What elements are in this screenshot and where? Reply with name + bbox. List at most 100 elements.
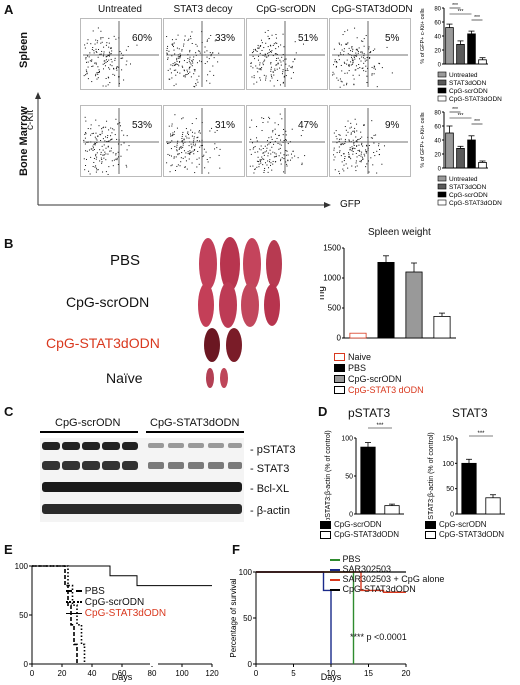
event-dot — [282, 60, 284, 62]
legend-label: CpG-STAT3dODN — [449, 200, 502, 207]
event-dot — [343, 50, 345, 52]
event-dot — [96, 139, 98, 141]
event-dot — [288, 65, 290, 67]
event-dot — [112, 152, 114, 154]
event-dot — [96, 152, 98, 154]
event-dot — [102, 138, 104, 140]
event-dot — [344, 140, 346, 142]
event-dot — [172, 65, 174, 67]
event-dot — [282, 54, 284, 56]
event-dot — [274, 53, 276, 55]
event-dot — [186, 137, 188, 139]
group-label-naive: Naïve — [106, 370, 143, 386]
event-dot — [96, 78, 98, 80]
event-dot — [172, 134, 174, 136]
event-dot — [278, 155, 280, 157]
event-dot — [112, 128, 114, 130]
event-dot — [357, 139, 359, 141]
event-dot — [363, 124, 365, 126]
event-dot — [187, 153, 189, 155]
percentage-label: 53% — [132, 120, 153, 131]
event-dot — [348, 65, 350, 67]
event-dot — [92, 65, 94, 67]
panel-c-label: C — [4, 404, 14, 419]
event-dot — [92, 132, 94, 134]
event-dot — [346, 82, 348, 84]
event-dot — [188, 60, 190, 62]
event-dot — [92, 145, 94, 147]
event-dot — [291, 67, 293, 69]
event-dot — [91, 60, 93, 62]
event-dot — [179, 53, 181, 55]
pstat3-title: pSTAT3 — [348, 406, 391, 420]
event-dot — [110, 127, 112, 129]
event-dot — [196, 166, 198, 168]
event-dot — [365, 150, 367, 152]
event-dot — [266, 56, 268, 58]
event-dot — [107, 54, 109, 56]
event-dot — [280, 61, 282, 63]
event-dot — [176, 149, 178, 151]
event-dot — [383, 145, 385, 147]
event-dot — [363, 124, 365, 126]
event-dot — [102, 55, 104, 57]
event-dot — [294, 58, 296, 60]
event-dot — [182, 117, 184, 119]
x-tick-label: 80 — [148, 669, 157, 678]
event-dot — [88, 56, 90, 58]
event-dot — [356, 165, 358, 167]
event-dot — [199, 50, 201, 52]
event-dot — [97, 77, 99, 79]
event-dot — [262, 164, 264, 166]
event-dot — [254, 48, 256, 50]
event-dot — [347, 120, 349, 122]
event-dot — [263, 60, 265, 62]
legend-label: Untreated — [449, 176, 478, 183]
event-dot — [254, 151, 256, 153]
event-dot — [196, 45, 198, 47]
event-dot — [260, 45, 262, 47]
event-dot — [195, 43, 197, 45]
event-dot — [110, 150, 112, 152]
event-dot — [352, 130, 354, 132]
y-tick-label: 50 — [345, 474, 353, 481]
event-dot — [98, 72, 100, 74]
event-dot — [262, 147, 264, 149]
event-dot — [199, 146, 201, 148]
event-dot — [341, 143, 343, 145]
event-dot — [264, 145, 266, 147]
event-dot — [95, 39, 97, 41]
event-dot — [358, 154, 360, 156]
event-dot — [343, 143, 345, 145]
y-tick-label: 40 — [434, 139, 441, 145]
column-header-stat3-decoy: STAT3 decoy — [173, 4, 233, 15]
event-dot — [86, 70, 88, 72]
percentage-label: 51% — [298, 33, 319, 44]
event-dot — [120, 52, 122, 54]
event-dot — [191, 151, 193, 153]
event-dot — [198, 163, 200, 165]
band-label-bcl-xl: - Bcl-XL — [250, 483, 290, 495]
event-dot — [290, 159, 292, 161]
event-dot — [206, 50, 208, 52]
event-dot — [371, 120, 373, 122]
event-dot — [281, 73, 283, 75]
event-dot — [341, 70, 343, 72]
western-blot — [40, 431, 244, 522]
event-dot — [111, 132, 113, 134]
legend-label: STAT3dODN — [449, 184, 487, 191]
event-dot — [355, 140, 357, 142]
event-dot — [334, 61, 336, 63]
event-dot — [270, 162, 272, 164]
event-dot — [84, 44, 86, 46]
event-dot — [346, 63, 348, 65]
event-dot — [208, 37, 210, 39]
event-dot — [218, 52, 220, 54]
event-dot — [280, 163, 282, 165]
bar — [467, 33, 476, 65]
event-dot — [108, 55, 110, 57]
event-dot — [291, 128, 293, 130]
event-dot — [367, 160, 369, 162]
event-dot — [88, 149, 90, 151]
event-dot — [362, 145, 364, 147]
